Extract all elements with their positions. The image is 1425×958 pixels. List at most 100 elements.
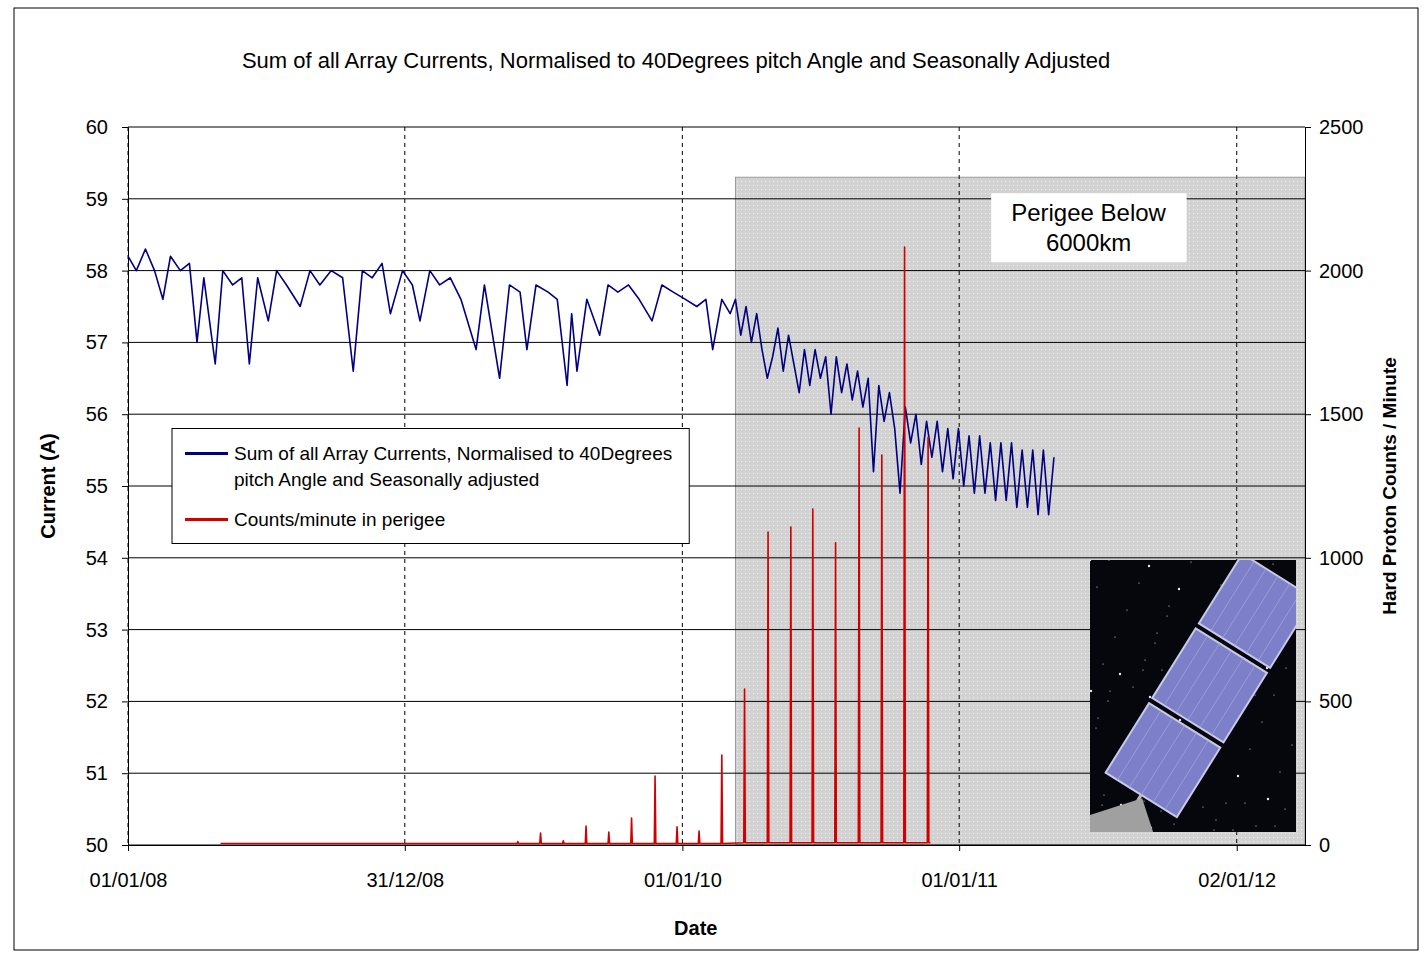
x-axis-tick-mark	[959, 845, 960, 851]
y-axis-tick-mark	[122, 558, 128, 559]
y2-axis-tick-label: 1000	[1319, 547, 1364, 569]
y-axis-tick-label: 57	[86, 331, 108, 353]
data-layer	[128, 247, 1054, 844]
inset-star	[1096, 586, 1097, 587]
y-axis-tick: 51	[86, 762, 128, 784]
y-axis-tick-label: 51	[86, 762, 108, 784]
inset-star	[1107, 700, 1108, 701]
y-axis-tick: 56	[86, 403, 128, 425]
y-axis-tick: 50	[86, 834, 128, 856]
annotation: Perigee Below6000km	[991, 193, 1186, 262]
y-axis-tick-label: 55	[86, 475, 108, 497]
inset-star	[1261, 721, 1262, 722]
inset-panel-cell	[1141, 725, 1184, 795]
y-axis-tick-label: 52	[86, 690, 108, 712]
y-grid-line	[128, 845, 1305, 846]
chart-svg: Sum of all Array Currents, Normalised to…	[0, 0, 1425, 958]
inset-panel-cell	[1234, 576, 1277, 646]
y-axis-tick: 53	[86, 619, 128, 641]
inset-star	[1154, 642, 1155, 643]
y-axis-tick-mark	[122, 845, 128, 846]
inset-star	[1244, 802, 1245, 803]
inset-star	[1102, 663, 1103, 664]
x-axis-title: Date	[674, 917, 717, 939]
inset-star	[1173, 823, 1174, 824]
x-axis-tick-mark	[1237, 845, 1238, 851]
y-axis-tick: 55	[86, 475, 128, 497]
inset-star	[1202, 806, 1203, 807]
inset-panel-cell	[1153, 733, 1196, 803]
inset-panel-cell	[1117, 710, 1160, 780]
y2-axis-tick-mark	[1305, 845, 1311, 846]
y-grid-line	[128, 270, 1305, 271]
y2-axis-title: Hard Proton Counts / Minute	[1379, 357, 1400, 615]
y2-axis-tick-mark	[1305, 414, 1311, 415]
y2-axis-tick-label: 2500	[1319, 116, 1364, 138]
inset-star	[1090, 560, 1091, 561]
y-axis-title: Current (A)	[37, 433, 59, 539]
x-grid-line	[959, 127, 960, 845]
x-axis-tick-mark	[405, 845, 406, 851]
inset-star	[1255, 825, 1256, 826]
inset-star	[1249, 748, 1250, 749]
inset-star	[1190, 561, 1191, 562]
inset-panel-cell	[1258, 591, 1296, 661]
x-axis-tick: 31/12/08	[366, 845, 444, 891]
inset-star	[1090, 690, 1092, 692]
y-axis-tick-mark	[122, 199, 128, 200]
inset-star	[1149, 696, 1151, 698]
x-axis-tick-label: 31/12/08	[366, 869, 444, 891]
y-axis-tick-label: 59	[86, 188, 108, 210]
x-axis-tick-label: 01/01/11	[921, 869, 997, 891]
y-axis-tick-mark	[122, 414, 128, 415]
inset-panel-cell	[1165, 740, 1208, 810]
y-axis-tick-label: 53	[86, 619, 108, 641]
inset-star	[1143, 800, 1144, 801]
inset-star	[1148, 565, 1150, 567]
y-axis-tick-mark	[122, 127, 128, 128]
shaded-region	[735, 177, 1305, 845]
y2-axis-tick: 1000	[1305, 547, 1364, 569]
annotation-text: Perigee Below6000km	[1011, 199, 1166, 256]
y-axis-tick-label: 54	[86, 547, 108, 569]
inset-content	[1090, 560, 1296, 832]
x-axis-tick-label: 01/01/10	[644, 869, 722, 891]
inset-star	[1138, 582, 1139, 583]
y2-axis-tick-label: 500	[1319, 690, 1352, 712]
x-axis-tick: 01/01/08	[90, 845, 168, 891]
y2-axis-tick: 0	[1305, 834, 1330, 856]
x-axis-tick: 01/01/11	[921, 845, 997, 891]
y2-axis-tick: 2500	[1305, 116, 1364, 138]
inset-star	[1156, 632, 1157, 633]
inset-star	[1101, 804, 1102, 805]
y2-axis-tick-label: 1500	[1319, 403, 1364, 425]
inset-panel-cell	[1188, 651, 1231, 721]
legend-swatch	[185, 518, 228, 521]
chart-title: Sum of all Array Currents, Normalised to…	[242, 48, 1110, 73]
inset-star	[1285, 667, 1286, 668]
inset-panel	[1106, 703, 1221, 817]
legend-box	[172, 429, 689, 544]
inset-star	[1267, 798, 1269, 800]
inset-star	[1284, 808, 1285, 809]
y2-axis-tick-mark	[1305, 127, 1311, 128]
y-axis-tick-mark	[122, 701, 128, 702]
x-axis-tick-label: 01/01/08	[90, 869, 168, 891]
legend-label-line: Sum of all Array Currents, Normalised to…	[234, 443, 672, 464]
inset-star	[1274, 825, 1275, 826]
y-axis: 5051525354555657585960	[86, 116, 129, 856]
chart-container: Sum of all Array Currents, Normalised to…	[0, 0, 1425, 958]
y-axis-line	[128, 128, 129, 846]
x-axis-line	[129, 845, 1306, 846]
inset-panel-cell	[1223, 569, 1266, 639]
inset-star	[1272, 563, 1273, 564]
inset-star	[1160, 810, 1161, 811]
inset-panel-cell	[1212, 666, 1255, 736]
y2-axis-tick: 1500	[1305, 403, 1364, 425]
x-axis-tick-label: 02/01/12	[1198, 869, 1276, 891]
y2-axis-tick: 500	[1305, 690, 1352, 712]
inset-star	[1161, 669, 1162, 670]
inset-star	[1103, 794, 1104, 795]
x-axis-tick-mark	[128, 845, 129, 851]
inset-star	[1126, 609, 1127, 610]
